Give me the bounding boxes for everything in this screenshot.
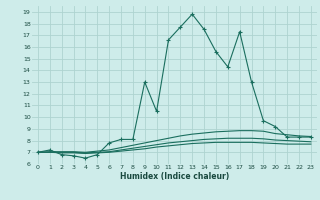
X-axis label: Humidex (Indice chaleur): Humidex (Indice chaleur) — [120, 172, 229, 181]
